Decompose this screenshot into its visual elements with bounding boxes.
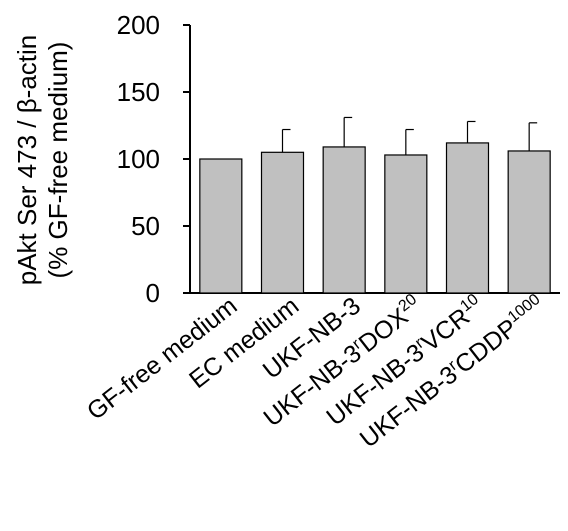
- y-tick-label: 150: [117, 77, 160, 107]
- bar: [322, 146, 366, 294]
- bar: [260, 151, 305, 294]
- y-axis-label-line2: (% GF-free medium): [43, 42, 73, 279]
- y-tick-labels: 0 50 100 150 200: [117, 10, 160, 308]
- bar: [384, 154, 428, 294]
- bars: [199, 116, 551, 294]
- y-tick-label: 100: [117, 144, 160, 174]
- bar: [445, 142, 490, 294]
- axes: [183, 24, 560, 294]
- y-tick-label: 200: [117, 10, 160, 40]
- y-tick-label: 50: [131, 211, 160, 241]
- y-axis-label: pAkt Ser 473 / β-actin (% GF-free medium…: [12, 35, 73, 286]
- x-tick-label-concentration: 1000: [505, 291, 544, 326]
- bar: [507, 150, 551, 294]
- bar: [199, 158, 243, 294]
- y-tick-label: 0: [146, 278, 160, 308]
- y-axis-label-line1: pAkt Ser 473 / β-actin: [12, 35, 42, 286]
